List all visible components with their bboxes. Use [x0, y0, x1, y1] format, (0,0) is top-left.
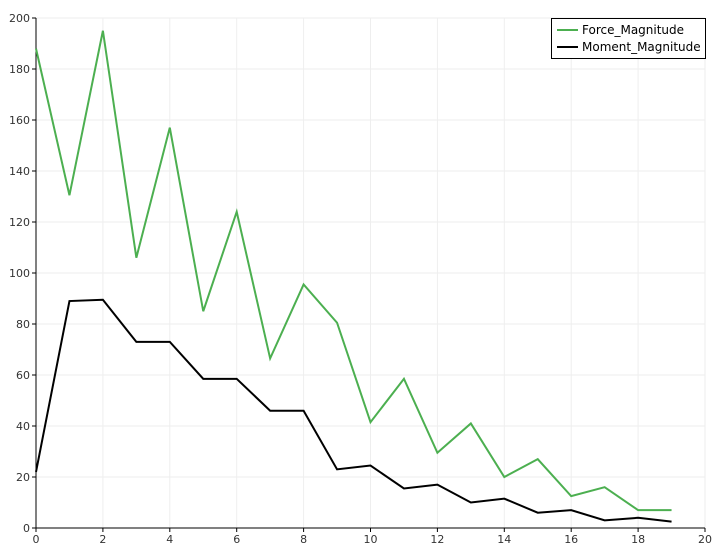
legend-entry: Force_Magnitude	[582, 23, 684, 37]
x-tick-label: 6	[233, 533, 240, 546]
legend-entry: Moment_Magnitude	[582, 40, 701, 54]
y-tick-label: 120	[9, 216, 30, 229]
x-tick-label: 16	[564, 533, 578, 546]
x-tick-label: 4	[166, 533, 173, 546]
grid	[36, 17, 706, 528]
x-tick-label: 14	[497, 533, 511, 546]
y-tick-label: 60	[16, 369, 30, 382]
y-tick-label: 160	[9, 114, 30, 127]
axes	[32, 17, 706, 532]
x-tick-label: 2	[99, 533, 106, 546]
series-lines	[35, 30, 672, 523]
y-tick-label: 0	[23, 522, 30, 535]
x-tick-label: 0	[33, 533, 40, 546]
y-tick-label: 40	[16, 420, 30, 433]
y-tick-label: 20	[16, 471, 30, 484]
y-tick-label: 200	[9, 12, 30, 25]
series-line-force-magnitude	[35, 30, 672, 512]
y-tick-label: 140	[9, 165, 30, 178]
x-tick-label: 18	[631, 533, 645, 546]
legend: Force_Magnitude Moment_Magnitude	[551, 18, 706, 59]
x-tick-label: 12	[430, 533, 444, 546]
series-line-moment-magnitude	[35, 298, 672, 523]
x-tick-label: 20	[698, 533, 712, 546]
y-tick-label: 80	[16, 318, 30, 331]
x-tick-label: 10	[364, 533, 378, 546]
x-tick-label: 8	[300, 533, 307, 546]
y-tick-label: 100	[9, 267, 30, 280]
legend-box	[551, 18, 706, 59]
y-tick-labels: 0 20 40 60 80 100 120 140 160 180 200	[9, 12, 30, 535]
y-tick-label: 180	[9, 63, 30, 76]
x-tick-labels: 0 2 4 6 8 10 12 14 16 18 20	[33, 533, 713, 546]
